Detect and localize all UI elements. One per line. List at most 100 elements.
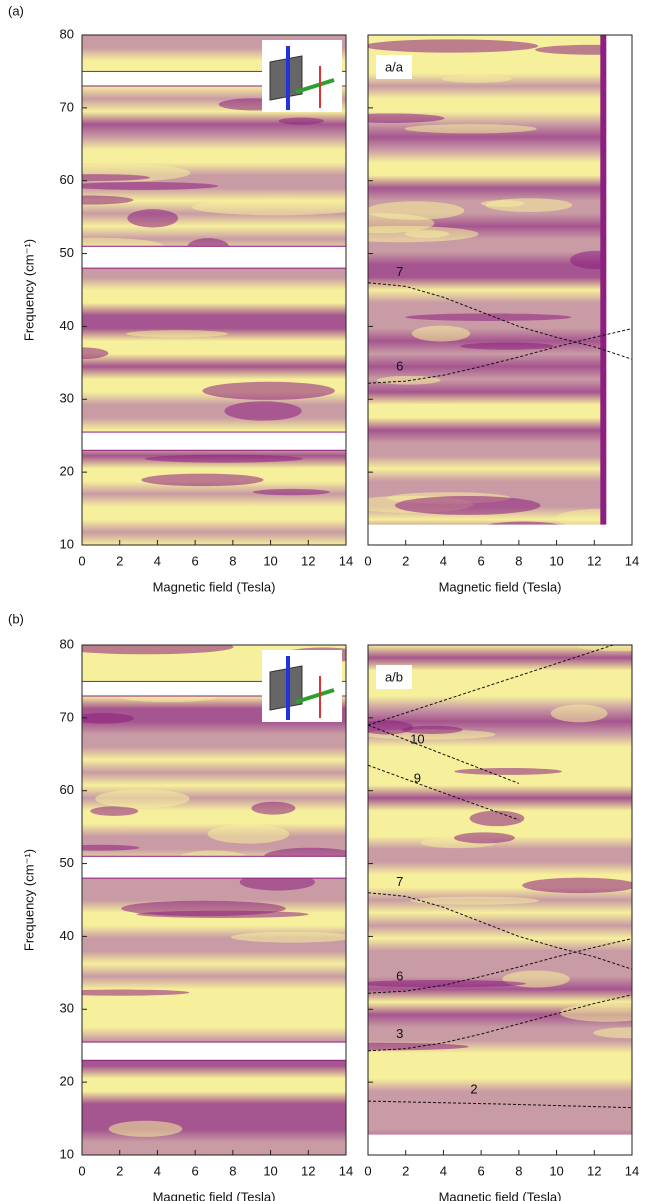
curve-label: 7 [396,874,403,889]
x-tick-label: 14 [625,553,639,568]
x-tick-label: 8 [229,1163,236,1178]
y-tick-label: 60 [60,172,74,187]
heatmap-blob [522,877,632,894]
x-tick-label: 4 [154,553,161,568]
x-tick-label: 2 [116,1163,123,1178]
curve-label: 7 [396,264,403,279]
model-curve [367,1100,633,1109]
heatmap-blob [440,676,565,694]
heatmap-blob [82,844,140,851]
heatmap [82,35,346,545]
heatmap-blob [404,124,537,134]
heatmap-blob [144,454,303,463]
heatmap-blob [127,209,179,228]
x-axis-label: Magnetic field (Tesla) [153,1189,276,1201]
heatmap-blob [82,174,150,182]
heatmap-blob [141,473,264,487]
x-tick-label: 12 [587,553,601,568]
empty-region [602,35,632,545]
model-curve [367,282,633,360]
edge [600,35,607,525]
annotation-bg [376,55,412,79]
heatmap-blob [251,801,296,815]
arrow-g [295,688,335,704]
x-tick-label: 10 [549,553,563,568]
heatmap-blob [368,39,539,53]
panel-label: (b) [8,611,24,626]
heatmap-blob [126,330,228,338]
heatmap-blob [207,824,290,844]
x-axis-label: Magnetic field (Tesla) [439,1189,562,1201]
x-tick-label: 14 [625,1163,639,1178]
arrow-g [295,78,335,94]
x-tick-label: 2 [116,553,123,568]
y-tick-label: 60 [60,782,74,797]
heatmap-blob [82,989,190,996]
heatmap-blob [576,645,632,652]
x-axis-label: Magnetic field (Tesla) [153,579,276,594]
heatmap-blob [107,1010,163,1023]
heatmap-blob [485,198,573,213]
y-tick-label: 20 [60,1074,74,1089]
heatmap-blob [368,720,414,735]
heatmap-bg [368,35,632,545]
model-curve [367,764,520,821]
heatmap-blob [224,401,302,421]
x-tick-label: 12 [301,553,315,568]
x-tick-label: 12 [587,1163,601,1178]
curve-label: 2 [470,1081,477,1096]
gap [82,1041,346,1061]
annotation: a/b [385,669,403,684]
empty-region [368,1134,632,1155]
x-tick-label: 14 [339,553,353,568]
x-tick-label: 0 [364,1163,371,1178]
heatmap-blob [95,789,190,809]
x-tick-label: 12 [301,1163,315,1178]
gap [82,431,346,451]
heatmap-blob [559,1003,632,1022]
x-tick-label: 6 [192,553,199,568]
x-tick-label: 14 [339,1163,353,1178]
y-tick-label: 10 [60,1146,74,1161]
x-tick-label: 6 [478,1163,485,1178]
x-tick-label: 0 [78,553,85,568]
curve-label: 10 [410,732,424,747]
heatmap-blob [405,313,572,321]
heatmap-blob [90,806,139,816]
heatmap-blob [278,117,324,125]
heatmap-blob [252,488,330,496]
curve-label: 6 [396,969,403,984]
heatmap-blob [108,1120,183,1137]
heatmap-blob [593,1027,632,1039]
x-tick-label: 8 [229,553,236,568]
heatmap [82,645,346,1155]
model-curve [367,892,633,970]
heatmap-blob [368,113,445,123]
heatmap-blob [535,44,632,55]
x-axis-label: Magnetic field (Tesla) [439,579,562,594]
model-curve [367,724,520,784]
heatmap-blob [374,403,484,414]
x-tick-label: 4 [440,1163,447,1178]
y-tick-label: 80 [60,636,74,651]
heatmap-blob [469,810,525,827]
heatmap [368,645,632,1155]
x-tick-label: 0 [78,1163,85,1178]
heatmap-blob [254,466,346,482]
gap [82,855,346,879]
curve-label: 9 [414,770,421,785]
gap [82,245,346,269]
heatmap-blob [454,767,563,775]
x-tick-label: 10 [549,1163,563,1178]
heatmap-blob [144,149,269,162]
heatmap-blob [82,347,109,360]
y-tick-label: 80 [60,26,74,41]
heatmap-blob [121,900,286,917]
x-tick-label: 2 [402,1163,409,1178]
x-tick-label: 4 [440,553,447,568]
y-tick-label: 20 [60,464,74,479]
heatmap-bg [82,645,346,1155]
y-tick-label: 30 [60,1001,74,1016]
model-curve [367,644,614,726]
heatmap-blob [460,342,555,350]
